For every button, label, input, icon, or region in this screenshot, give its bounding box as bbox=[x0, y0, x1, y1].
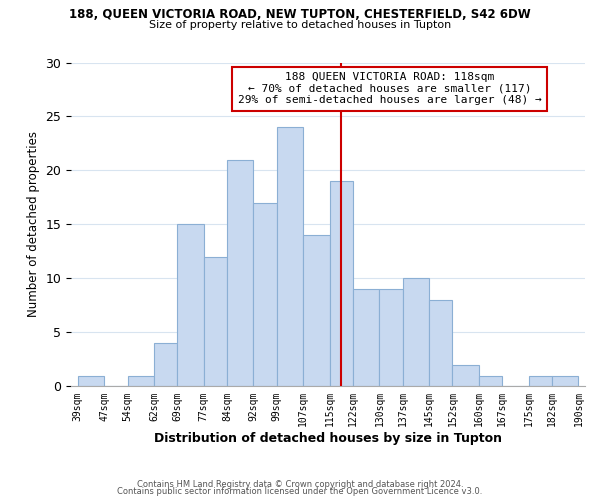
Bar bbox=[452, 364, 479, 386]
Y-axis label: Number of detached properties: Number of detached properties bbox=[27, 132, 40, 318]
Text: Contains public sector information licensed under the Open Government Licence v3: Contains public sector information licen… bbox=[118, 487, 482, 496]
Bar bbox=[379, 289, 403, 386]
Bar bbox=[353, 289, 379, 386]
Bar bbox=[529, 376, 552, 386]
Text: Contains HM Land Registry data © Crown copyright and database right 2024.: Contains HM Land Registry data © Crown c… bbox=[137, 480, 463, 489]
Bar bbox=[154, 343, 177, 386]
Bar bbox=[177, 224, 204, 386]
Text: 188 QUEEN VICTORIA ROAD: 118sqm
← 70% of detached houses are smaller (117)
29% o: 188 QUEEN VICTORIA ROAD: 118sqm ← 70% of… bbox=[238, 72, 542, 106]
Bar bbox=[204, 257, 227, 386]
X-axis label: Distribution of detached houses by size in Tupton: Distribution of detached houses by size … bbox=[154, 432, 502, 445]
Bar bbox=[78, 376, 104, 386]
Bar bbox=[403, 278, 429, 386]
Text: Size of property relative to detached houses in Tupton: Size of property relative to detached ho… bbox=[149, 20, 451, 30]
Bar bbox=[253, 203, 277, 386]
Bar bbox=[128, 376, 154, 386]
Bar bbox=[277, 128, 303, 386]
Bar bbox=[303, 235, 330, 386]
Bar bbox=[479, 376, 502, 386]
Bar bbox=[429, 300, 452, 386]
Bar bbox=[227, 160, 253, 386]
Bar bbox=[330, 181, 353, 386]
Text: 188, QUEEN VICTORIA ROAD, NEW TUPTON, CHESTERFIELD, S42 6DW: 188, QUEEN VICTORIA ROAD, NEW TUPTON, CH… bbox=[69, 8, 531, 20]
Bar bbox=[552, 376, 578, 386]
